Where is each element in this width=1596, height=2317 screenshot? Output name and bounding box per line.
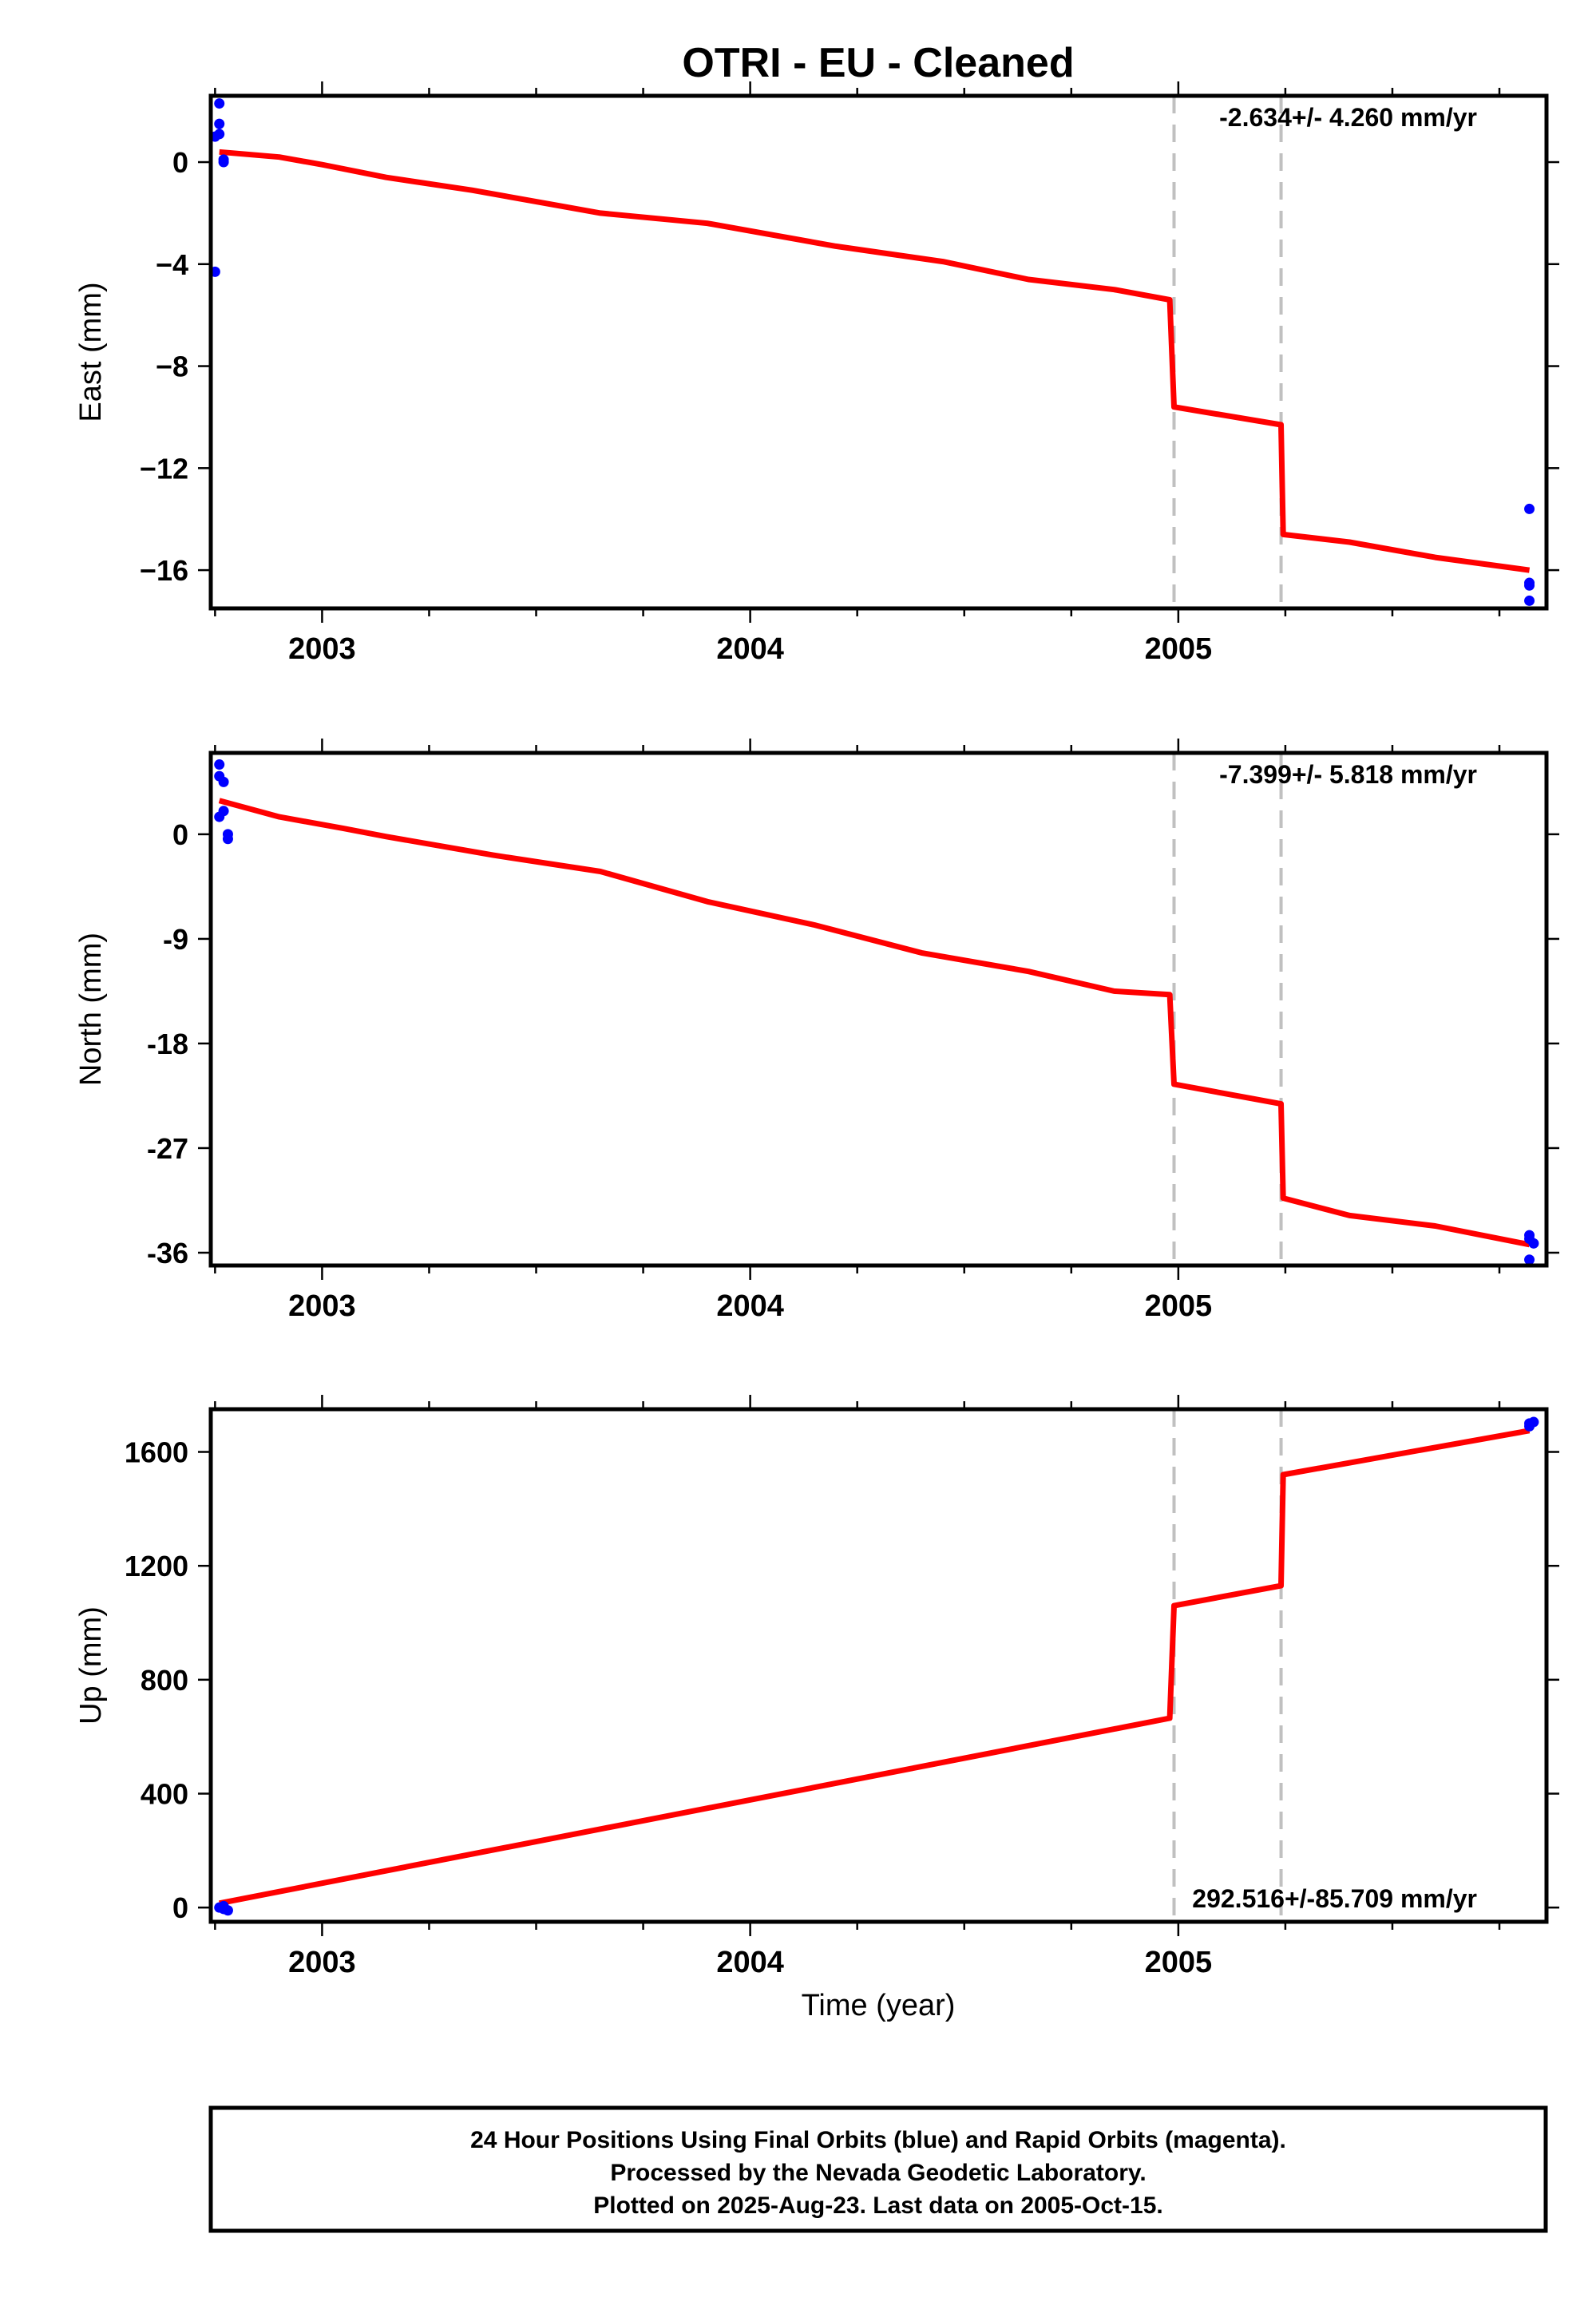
up-y-tick-label: 1600 bbox=[125, 1436, 188, 1469]
up-panel: 2003 2004 2005 0 400 800 1200 1600 Up (mm) 292.51… bbox=[74, 1395, 1559, 1979]
footer-line-2: Processed by the Nevada Geodetic Laborat… bbox=[610, 2160, 1146, 2186]
east-data-point bbox=[218, 156, 229, 168]
footer-line-1: 24 Hour Positions Using Final Orbits (bl… bbox=[470, 2127, 1286, 2153]
up-y-tick-label: 0 bbox=[172, 1891, 188, 1924]
north-y-tick-label: -18 bbox=[147, 1028, 188, 1060]
north-y-tick-label: -9 bbox=[163, 923, 188, 956]
x-axis-label: Time (year) bbox=[802, 1989, 956, 2022]
north-data-point bbox=[218, 776, 229, 787]
north-x-tick-label: 2004 bbox=[716, 1289, 784, 1323]
up-data-point bbox=[222, 1905, 233, 1916]
up-y-tick-label: 400 bbox=[141, 1778, 188, 1811]
up-x-tick-label: 2003 bbox=[288, 1946, 356, 1979]
east-data-point bbox=[1524, 595, 1535, 606]
east-y-tick-label: 0 bbox=[172, 146, 188, 179]
east-data-point bbox=[214, 118, 225, 129]
east-data-point bbox=[1524, 503, 1535, 514]
up-model-line bbox=[219, 1428, 1531, 1907]
north-plot-frame bbox=[208, 751, 1549, 1268]
north-x-tick-label: 2005 bbox=[1145, 1289, 1213, 1323]
up-y-axis-label: Up (mm) bbox=[74, 1606, 108, 1725]
north-x-tick-label: 2003 bbox=[288, 1289, 356, 1323]
east-data-point bbox=[214, 129, 225, 140]
east-rate-label: -2.634+/- 4.260 mm/yr bbox=[1219, 103, 1477, 132]
north-data-point bbox=[214, 811, 225, 822]
up-x-tick-label: 2004 bbox=[716, 1946, 784, 1979]
east-panel: 2003 2004 2005 0 −4 −8 −12 −16 East (mm) -2.634+/… bbox=[74, 81, 1559, 666]
north-model-line bbox=[218, 798, 1531, 1248]
north-y-tick-label: -27 bbox=[147, 1132, 188, 1165]
east-plot-frame bbox=[208, 93, 1549, 611]
north-y-tick-label: 0 bbox=[172, 818, 188, 851]
east-x-tick-label: 2004 bbox=[716, 632, 784, 666]
footer-box bbox=[208, 2105, 1548, 2233]
up-rate-label: 292.516+/-85.709 mm/yr bbox=[1192, 1884, 1477, 1913]
east-data-point bbox=[1524, 580, 1535, 591]
up-data-point bbox=[1524, 1420, 1535, 1432]
east-data-point bbox=[214, 98, 225, 109]
east-y-axis-label: East (mm) bbox=[74, 282, 108, 422]
east-data-point bbox=[211, 266, 220, 277]
east-y-tick-label: −12 bbox=[140, 452, 188, 485]
up-y-tick-label: 800 bbox=[141, 1664, 188, 1697]
north-rate-label: -7.399+/- 5.818 mm/yr bbox=[1219, 760, 1477, 789]
up-x-tick-label: 2005 bbox=[1145, 1946, 1213, 1979]
up-plot-frame bbox=[208, 1407, 1549, 1924]
up-y-tick-label: 1200 bbox=[125, 1550, 188, 1582]
north-data-point bbox=[1524, 1254, 1535, 1265]
east-y-tick-label: −8 bbox=[156, 351, 188, 383]
footer-line-3: Plotted on 2025-Aug-23. Last data on 200… bbox=[593, 2192, 1163, 2219]
east-x-tick-label: 2003 bbox=[288, 632, 356, 666]
north-y-axis-label: North (mm) bbox=[74, 933, 108, 1086]
figure-title: OTRI - EU - Cleaned bbox=[682, 40, 1074, 86]
north-panel: 2003 2004 2005 0 -9 -18 -27 -36 North (mm) -7.399… bbox=[74, 739, 1559, 1323]
east-model-line bbox=[219, 149, 1531, 573]
east-x-tick-label: 2005 bbox=[1145, 632, 1213, 666]
north-data-point bbox=[214, 759, 225, 770]
east-y-tick-label: −16 bbox=[140, 554, 188, 587]
north-y-tick-label: -36 bbox=[147, 1237, 188, 1269]
east-y-tick-label: −4 bbox=[156, 248, 188, 281]
north-data-point bbox=[1528, 1238, 1539, 1249]
north-data-point bbox=[222, 834, 233, 845]
